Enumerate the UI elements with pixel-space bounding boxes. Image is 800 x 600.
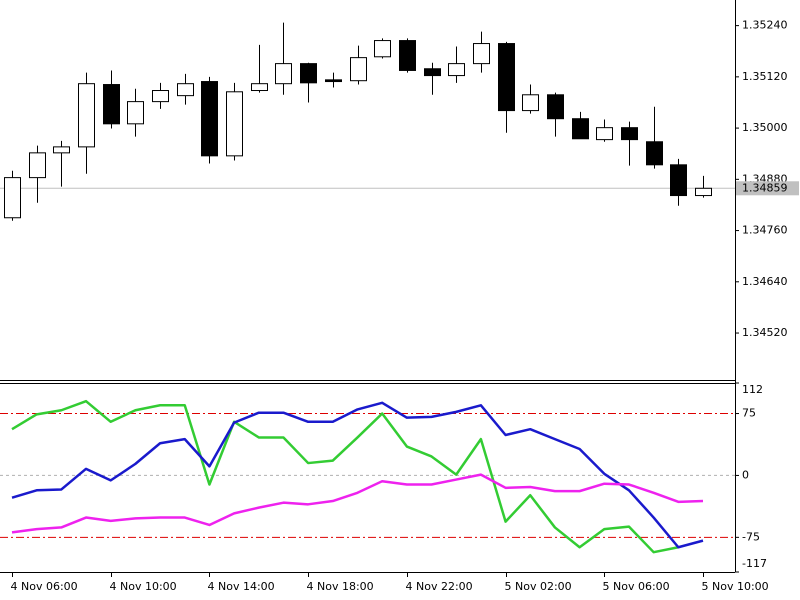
candle-body <box>4 177 21 219</box>
y-tick-label: 1.34760 <box>742 224 788 237</box>
x-tick-label: 5 Nov 10:00 <box>702 580 769 593</box>
last-price-label: 1.34859 <box>742 181 788 194</box>
candle-body <box>572 118 589 140</box>
candle-body <box>547 94 564 120</box>
candle-body <box>522 94 539 112</box>
x-tick-label: 4 Nov 22:00 <box>406 580 473 593</box>
candle-body <box>498 43 515 112</box>
y-tick-label: 75 <box>742 407 756 420</box>
y-tick-label: -117 <box>742 557 767 570</box>
x-tick-label: 5 Nov 06:00 <box>603 580 670 593</box>
x-tick-label: 4 Nov 10:00 <box>110 580 177 593</box>
x-tick-label: 4 Nov 18:00 <box>307 580 374 593</box>
y-tick-label: 1.35240 <box>742 19 788 32</box>
candle-body <box>29 152 46 179</box>
x-tick-label: 4 Nov 14:00 <box>208 580 275 593</box>
candle-body <box>78 83 95 148</box>
y-tick-label: 1.34520 <box>742 326 788 339</box>
candle-body <box>325 79 342 83</box>
candle-body <box>374 40 391 58</box>
indicator-line <box>11 399 679 554</box>
candle-body <box>127 101 144 125</box>
candle-body <box>201 81 218 157</box>
last-price-box <box>736 181 799 196</box>
candle-body <box>350 57 367 82</box>
candle-body <box>621 127 638 141</box>
candle-body <box>596 127 613 141</box>
candle-body <box>177 83 194 97</box>
candle-body <box>646 141 663 166</box>
candle-body <box>103 84 120 125</box>
y-tick-label: 0 <box>742 468 749 481</box>
y-tick-label: 1.34640 <box>742 275 788 288</box>
y-tick-label: 1.35000 <box>742 121 788 134</box>
candle-body <box>473 43 490 65</box>
indicator-line <box>11 401 704 549</box>
y-tick-label: 1.35120 <box>742 70 788 83</box>
candle-body <box>251 83 268 92</box>
candle-body <box>53 146 70 154</box>
candle-body <box>275 63 292 85</box>
y-tick-label: 112 <box>742 383 763 396</box>
candle-body <box>152 90 169 103</box>
candle-body <box>399 40 416 71</box>
indicator-line <box>11 473 704 534</box>
x-tick-label: 5 Nov 02:00 <box>505 580 572 593</box>
candle-body <box>670 164 687 197</box>
candle-body <box>300 63 317 84</box>
candle-body <box>226 91 243 157</box>
candle-body <box>695 187 712 197</box>
x-tick-label: 4 Nov 06:00 <box>11 580 78 593</box>
candle-body <box>424 68 441 77</box>
y-tick-label: -75 <box>742 530 760 543</box>
candle-body <box>448 63 465 77</box>
